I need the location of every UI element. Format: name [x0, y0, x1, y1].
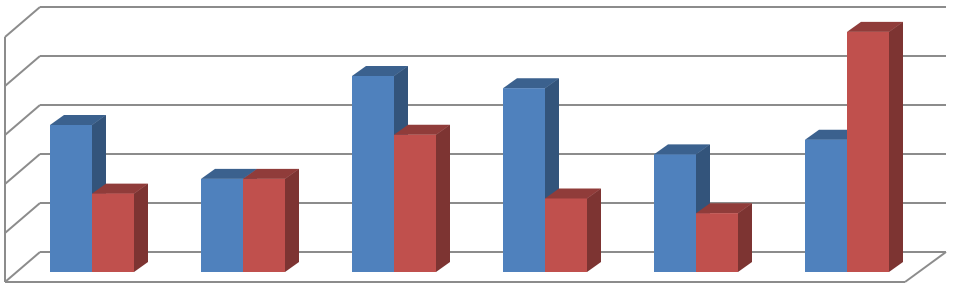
bar-top [654, 144, 710, 155]
bar-top [847, 21, 903, 32]
bar-top [503, 78, 559, 89]
bar-front [696, 213, 738, 272]
bar-front [92, 193, 134, 272]
bar [545, 188, 601, 272]
bar-front [243, 178, 285, 272]
bar-front [352, 76, 394, 272]
bar-front [805, 139, 847, 272]
bar-side [436, 124, 450, 272]
side-grid-line [4, 6, 41, 38]
side-grid-line [4, 104, 41, 136]
bar [92, 183, 148, 272]
bar-top [92, 183, 148, 194]
floor-right-edge [904, 251, 947, 283]
bar [394, 124, 450, 272]
side-grid-line [4, 202, 41, 234]
bar-side [134, 183, 148, 272]
bar-front [654, 154, 696, 272]
bar-top [50, 115, 106, 125]
bar-top [352, 66, 408, 76]
bar-front [394, 134, 436, 272]
bar [50, 115, 106, 272]
bar-front [503, 88, 545, 272]
bar-top [696, 203, 752, 214]
bar-side [889, 21, 903, 273]
bar [696, 203, 752, 272]
bar-top [394, 124, 450, 135]
side-grid-line [4, 251, 41, 283]
bar-top [243, 168, 299, 179]
bar [243, 168, 299, 272]
side-grid-line [4, 153, 41, 185]
bar-side [738, 203, 752, 272]
bar-front [847, 31, 889, 273]
bar-front [545, 198, 587, 272]
side-grid-line [4, 55, 41, 87]
bar [847, 21, 903, 273]
bar-top [545, 188, 601, 199]
bar-side [587, 188, 601, 272]
bar-side [285, 168, 299, 272]
bar-front [201, 178, 243, 272]
bar-front [50, 125, 92, 272]
bar-top [201, 168, 257, 179]
